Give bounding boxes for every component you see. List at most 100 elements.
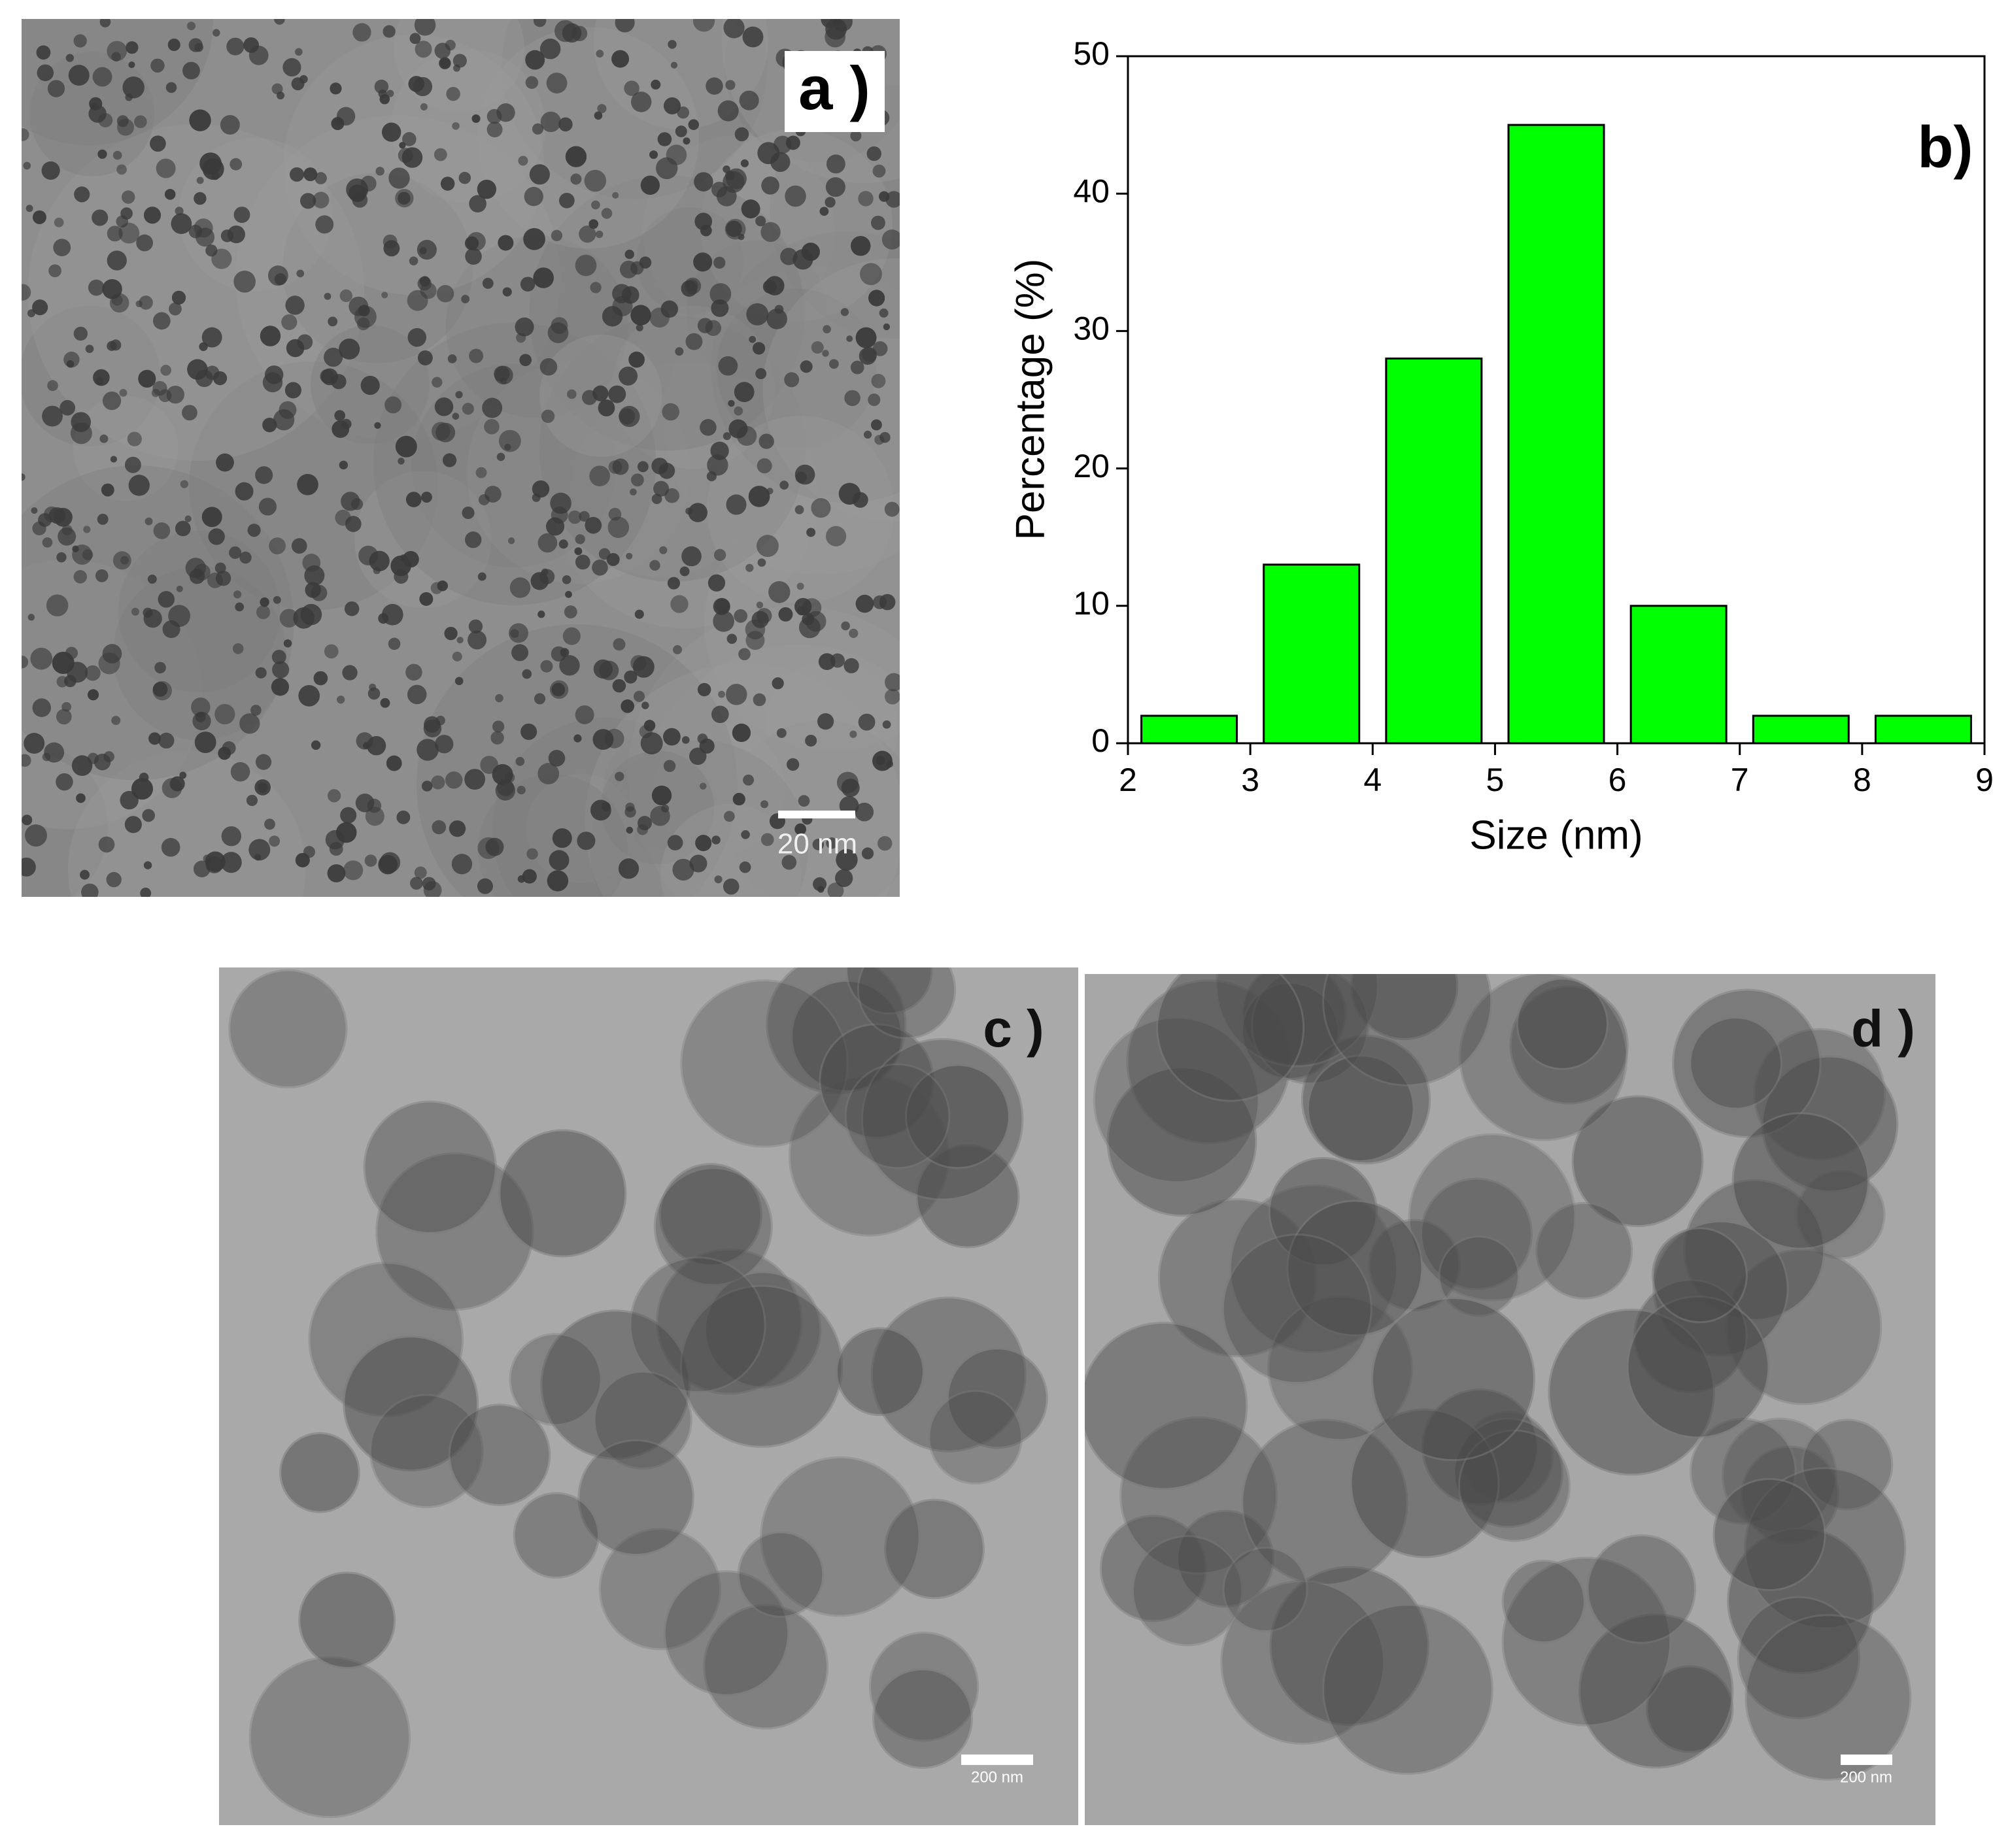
panel-a: a ) 20 nm (22, 19, 900, 897)
nanoparticle (462, 506, 475, 520)
sphere (835, 1327, 925, 1417)
nanoparticle (444, 626, 458, 641)
nanoparticle (594, 111, 603, 120)
nanoparticle (147, 574, 157, 584)
sphere (248, 1656, 411, 1819)
nanoparticle (477, 572, 486, 581)
nanoparticle (718, 356, 738, 376)
nanoparticle (36, 45, 51, 60)
nanoparticle (684, 277, 702, 295)
nanoparticle (628, 351, 645, 368)
shade (628, 606, 900, 897)
nanoparticle (746, 303, 769, 326)
nanoparticle (475, 467, 487, 479)
nanoparticle (826, 154, 845, 174)
nanoparticle (65, 647, 78, 660)
nanoparticle (615, 771, 624, 781)
x-tick-label: 5 (1486, 762, 1505, 798)
nanoparticle (649, 150, 658, 160)
nanoparticle (211, 172, 220, 180)
nanoparticle (760, 833, 774, 847)
nanoparticle (101, 483, 114, 497)
scale-bar (1841, 1755, 1892, 1765)
nanoparticle (196, 176, 204, 184)
nanoparticle (409, 256, 418, 266)
nanoparticle (601, 801, 611, 811)
nanoparticle (675, 347, 684, 356)
nanoparticle (844, 390, 860, 407)
nanoparticle (449, 820, 466, 837)
nanoparticle (93, 369, 110, 386)
nanoparticle (872, 164, 886, 178)
nanoparticle (128, 475, 150, 496)
nanoparticle (779, 480, 789, 490)
sphere (1221, 1234, 1372, 1385)
sphere (1251, 974, 1369, 1085)
nanoparticle (761, 176, 779, 195)
nanoparticle (233, 270, 256, 293)
nanoparticle (235, 602, 245, 612)
sphere (1099, 1515, 1207, 1622)
nanoparticle (189, 569, 205, 584)
nanoparticle (436, 284, 454, 303)
nanoparticle (695, 835, 712, 852)
nanoparticle (148, 732, 162, 745)
nanoparticle (568, 510, 582, 524)
nanoparticle (22, 754, 31, 767)
nanoparticle (432, 820, 447, 835)
nanoparticle (497, 779, 515, 797)
sphere (363, 1100, 497, 1234)
sphere (1350, 974, 1459, 1041)
nanoparticle (171, 290, 186, 305)
nanoparticle (688, 503, 707, 522)
nanoparticle (827, 882, 844, 897)
nanoparticle (679, 566, 690, 577)
nanoparticle (851, 235, 871, 256)
nanoparticle (191, 697, 211, 717)
nanoparticle (841, 621, 850, 631)
nanoparticle (551, 682, 566, 697)
sphere (1176, 1509, 1274, 1608)
nanoparticle (254, 854, 262, 861)
nanoparticle (432, 377, 443, 388)
nanoparticle (683, 137, 690, 145)
nanoparticle (136, 234, 154, 252)
nanoparticle (494, 365, 513, 385)
sphere (1156, 974, 1305, 1102)
nanoparticle (175, 207, 184, 216)
nanoparticle (768, 581, 791, 603)
nanoparticle (417, 350, 433, 365)
nanoparticle (711, 705, 729, 724)
nanoparticle (124, 456, 141, 473)
nanoparticle (667, 577, 681, 590)
sphere (298, 1571, 396, 1670)
nanoparticle (540, 660, 553, 673)
nanoparticle (760, 222, 781, 243)
nanoparticle (883, 323, 891, 331)
nanoparticle (247, 524, 261, 537)
nanoparticle (589, 465, 610, 487)
nanoparticle (369, 683, 377, 691)
nanoparticle (152, 312, 171, 330)
nanoparticle (44, 742, 65, 763)
nanoparticle (884, 688, 900, 705)
nanoparticle (273, 409, 295, 431)
nanoparticle (811, 497, 831, 518)
nanoparticle (315, 215, 334, 234)
nanoparticle (595, 230, 604, 239)
nanoparticle (835, 869, 853, 888)
nanoparticle (295, 852, 310, 867)
nanoparticle (757, 535, 779, 558)
nanoparticle (167, 38, 180, 52)
nanoparticle (199, 152, 222, 175)
shade (22, 19, 214, 146)
nanoparticle (211, 248, 232, 269)
nanoparticle (384, 396, 402, 414)
nanoparticle (537, 763, 560, 784)
nanoparticle (558, 192, 575, 209)
nanoparticle (794, 505, 804, 514)
sphere (1269, 1566, 1429, 1726)
nanoparticle (48, 507, 66, 524)
nanoparticle (663, 760, 676, 773)
